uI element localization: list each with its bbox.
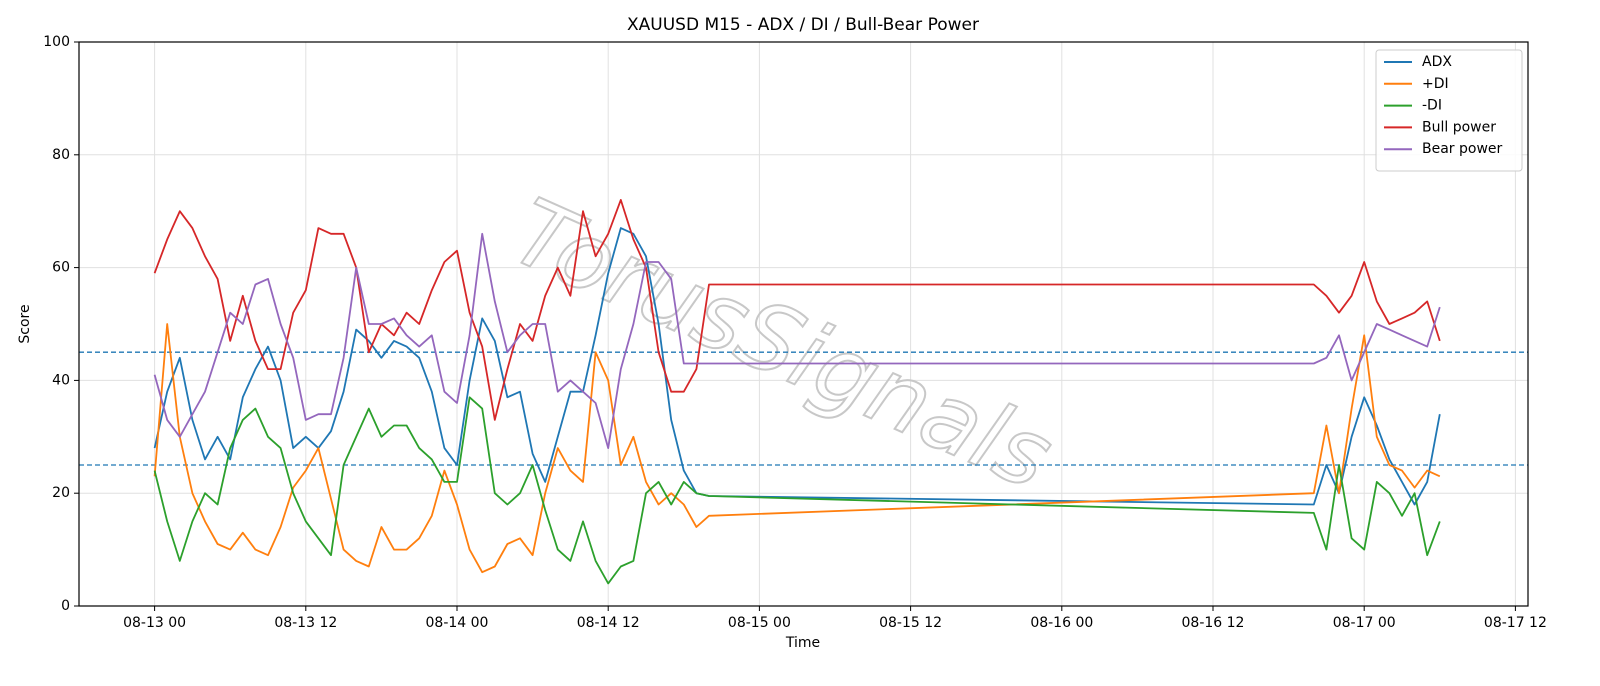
x-tick-label: 08-15 00: [728, 615, 791, 631]
series-line: [153, 323, 1441, 574]
legend-label: -DI: [1422, 98, 1442, 114]
x-tick-label: 08-16 12: [1182, 615, 1245, 631]
chart-title: XAUUSD M15 - ADX / DI / Bull-Bear Power: [627, 15, 979, 35]
series-line: [153, 227, 1441, 506]
y-tick-label: 40: [52, 372, 70, 388]
legend: ADX +DI -DI Bull power Bear power: [1375, 49, 1523, 172]
y-tick-label: 20: [52, 485, 70, 501]
watermark: TorusSignals: [498, 178, 1067, 510]
series-line: [153, 232, 1441, 449]
x-tick-label: 08-14 00: [426, 615, 489, 631]
x-tick-label: 08-13 00: [123, 615, 186, 631]
y-tick-label: 100: [43, 34, 70, 50]
y-axis-label: Score: [17, 304, 33, 343]
y-tick-label: 80: [52, 147, 70, 163]
x-tick-label: 08-15 12: [879, 615, 942, 631]
y-tick-label: 0: [61, 598, 70, 614]
x-tick-label: 08-16 00: [1030, 615, 1093, 631]
x-tick-label: 08-13 12: [274, 615, 337, 631]
legend-label: Bull power: [1422, 119, 1496, 135]
series-line: [153, 396, 1441, 585]
x-tick-label: 08-17 12: [1484, 615, 1547, 631]
x-tick-label: 08-14 12: [577, 615, 640, 631]
legend-label: ADX: [1422, 54, 1452, 70]
x-tick-label: 08-17 00: [1333, 615, 1396, 631]
legend-box: [1375, 49, 1523, 172]
y-tick-label: 60: [52, 260, 70, 276]
plot-frame: [78, 41, 1529, 607]
series-line: [153, 199, 1441, 421]
legend-label: +DI: [1422, 76, 1449, 92]
legend-label: Bear power: [1422, 141, 1503, 157]
x-axis-label: Time: [785, 635, 820, 651]
